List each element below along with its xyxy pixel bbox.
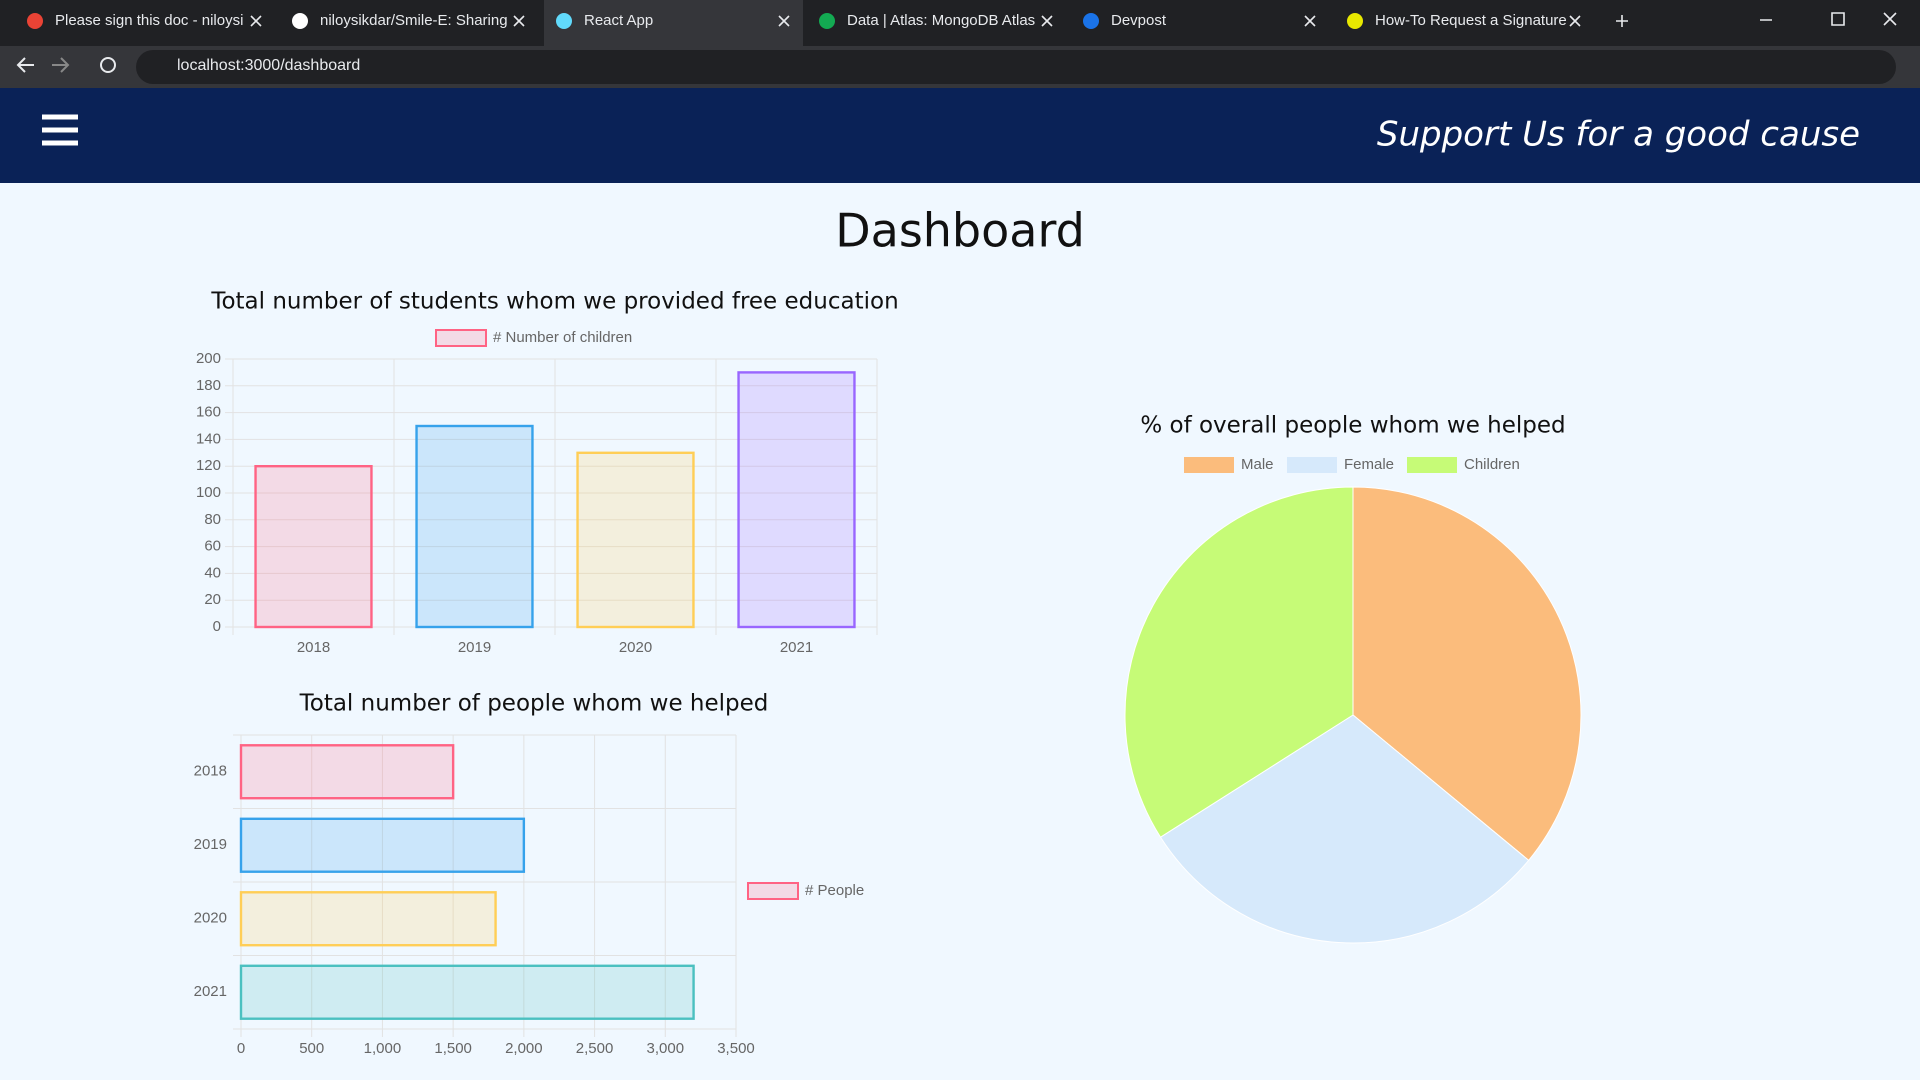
omnibox[interactable] [136,50,1896,84]
y-tick-label: 160 [196,404,221,421]
y-tick-label: 200 [196,350,221,367]
tab-title[interactable]: Devpost [1111,12,1167,29]
x-tick-label: 0 [237,1040,245,1057]
bar[interactable] [239,817,526,873]
page-title: Dashboard [835,204,1085,258]
chart-title: % of overall people whom we helped [1140,413,1565,439]
menu-button[interactable] [42,114,78,146]
bar[interactable] [239,744,455,800]
window-controls[interactable] [1616,12,1897,27]
x-tick-label: 2,500 [576,1040,614,1057]
y-tick-label: 100 [196,484,221,501]
chart-title: Total number of students whom we provide… [210,289,898,315]
back-button[interactable] [16,57,34,73]
x-tick-label: 2019 [458,639,491,656]
y-tick-label: 2018 [194,763,227,780]
x-tick-label: 1,000 [364,1040,402,1057]
tab-icon [292,13,308,29]
x-tick-label: 2020 [619,639,652,656]
legend-swatch [435,329,487,347]
legend-label: # Number of children [493,329,632,346]
y-tick-label: 120 [196,457,221,474]
bar[interactable] [415,424,534,629]
navbar [0,88,1920,183]
active-tab[interactable] [544,0,803,46]
reload-button[interactable] [100,57,116,73]
legend-swatch [1287,457,1337,473]
legend-label: Female [1344,456,1394,473]
legend-swatch [1407,457,1457,473]
y-tick-label: 60 [204,538,221,555]
pie-slice[interactable] [1352,486,1582,862]
x-tick-label: 2,000 [505,1040,543,1057]
x-tick-label: 1,500 [434,1040,472,1057]
tab-strip [0,0,1920,46]
url[interactable]: localhost:3000/dashboard [177,57,360,74]
y-tick-label: 40 [204,564,221,581]
bar[interactable] [737,371,856,629]
y-tick-label: 0 [213,618,221,635]
x-tick-label: 2018 [297,639,330,656]
tab-icon [819,13,835,29]
x-tick-label: 2021 [780,639,813,656]
bar[interactable] [254,465,373,629]
tab-close[interactable] [778,15,790,27]
y-tick-label: 20 [204,591,221,608]
tab-title[interactable]: How-To Request a Signature [1375,12,1567,29]
tab-title[interactable]: Data | Atlas: MongoDB Atlas [847,12,1035,29]
bar[interactable] [239,891,497,947]
legend-label: Male [1241,456,1274,473]
y-tick-label: 2020 [194,910,227,927]
bar[interactable] [239,964,695,1020]
legend-swatch [1184,457,1234,473]
tab-close[interactable] [1041,15,1053,27]
pie-slice[interactable] [1124,486,1354,838]
y-tick-label: 180 [196,377,221,394]
y-tick-label: 140 [196,430,221,447]
tab-title[interactable]: niloysikdar/Smile-E: Sharing [320,12,508,29]
tab-icon [556,13,572,29]
tab-icon [1083,13,1099,29]
x-tick-label: 500 [299,1040,324,1057]
tab-close[interactable] [1569,15,1581,27]
chart-title: Total number of people whom we helped [299,691,769,717]
x-tick-label: 3,500 [717,1040,755,1057]
tagline: Support Us for a good cause [1377,115,1860,155]
y-tick-label: 2019 [194,836,227,853]
y-tick-label: 2021 [194,983,227,1000]
legend-label: # People [805,882,864,899]
tab-close[interactable] [250,15,262,27]
y-tick-label: 80 [204,511,221,528]
x-tick-label: 3,000 [647,1040,685,1057]
tab-close[interactable] [513,15,525,27]
pie-slice[interactable] [1159,714,1530,944]
tab-icon [1347,13,1363,29]
forward-button[interactable] [52,57,70,73]
tab-close[interactable] [1304,15,1316,27]
legend-label: Children [1464,456,1520,473]
bar[interactable] [576,451,695,629]
tab-title[interactable]: React App [584,12,653,29]
legend-swatch [747,882,799,900]
tab-icon [27,13,43,29]
tab-title[interactable]: Please sign this doc - niloysi [55,12,243,29]
